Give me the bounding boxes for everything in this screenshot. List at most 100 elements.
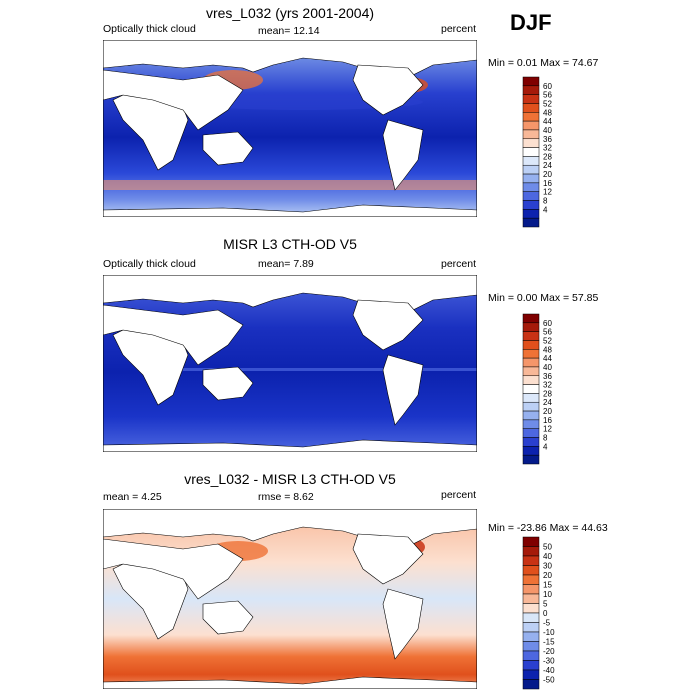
panel3-minmax: Min = -23.86 Max = 44.63 — [488, 522, 608, 534]
colorbar-tick-label: 44 — [543, 354, 552, 363]
colorbar-swatch — [522, 603, 540, 614]
panel3-center-label: rmse = 8.62 — [258, 491, 314, 503]
panel3-land — [103, 509, 477, 689]
colorbar-swatch — [522, 437, 540, 447]
colorbar-swatch — [522, 164, 540, 175]
colorbar-swatch — [522, 546, 540, 557]
panel2-map — [103, 275, 477, 452]
colorbar-tick-label: 28 — [543, 152, 552, 161]
panel1-right-label: percent — [441, 23, 477, 35]
colorbar-tick-label: 12 — [543, 425, 552, 434]
panel2-land — [103, 275, 477, 452]
colorbar-swatch — [522, 200, 540, 210]
colorbar-tick-label: 16 — [543, 179, 552, 188]
panel1-left-label: Optically thick cloud — [103, 23, 196, 35]
colorbar-swatch — [522, 156, 540, 166]
colorbar-tick-label: -50 — [543, 676, 555, 685]
colorbar-swatch — [522, 322, 540, 332]
colorbar-swatch — [522, 331, 540, 341]
panel3-right-label: percent — [441, 489, 477, 501]
panel3-left-label: mean = 4.25 — [103, 491, 162, 503]
panel2-title: MISR L3 CTH-OD V5 — [223, 236, 357, 252]
colorbar-tick-label: 36 — [543, 372, 552, 381]
colorbar-swatch — [522, 313, 540, 324]
colorbar-swatch — [522, 536, 540, 547]
colorbar-tick-label: 40 — [543, 126, 552, 135]
panel2-left-label: Optically thick cloud — [103, 258, 196, 270]
colorbar-swatch — [522, 209, 540, 219]
colorbar-swatch — [522, 593, 540, 604]
colorbar-tick-label: -40 — [543, 666, 555, 675]
colorbar-tick-label: 5 — [543, 600, 548, 609]
colorbar-swatch — [522, 349, 540, 359]
colorbar-swatch — [522, 138, 540, 148]
colorbar-swatch — [522, 85, 540, 95]
colorbar-tick-label: 4 — [543, 205, 548, 214]
colorbar-tick-label: 24 — [543, 398, 552, 407]
colorbar-tick-label: 8 — [543, 197, 548, 206]
colorbar-swatch — [522, 217, 540, 228]
colorbar-tick-label: 15 — [543, 581, 552, 590]
colorbar-swatch — [522, 340, 540, 350]
colorbar-tick-label: 24 — [543, 161, 552, 170]
colorbar-swatch — [522, 669, 540, 680]
colorbar-swatch — [522, 147, 540, 157]
colorbar-swatch — [522, 182, 540, 192]
colorbar-swatch — [522, 375, 540, 385]
colorbar-swatch — [522, 555, 540, 566]
colorbar-tick-label: 20 — [543, 170, 552, 179]
colorbar-swatch — [522, 622, 540, 633]
colorbar-tick-label: 40 — [543, 363, 552, 372]
colorbar-tick-label: 60 — [543, 319, 552, 328]
panel1-minmax: Min = 0.01 Max = 74.67 — [488, 57, 599, 69]
colorbar-swatch — [522, 454, 540, 465]
colorbar-tick-label: -15 — [543, 638, 555, 647]
colorbar-swatch — [522, 173, 540, 184]
colorbar-tick-label: 20 — [543, 407, 552, 416]
colorbar-tick-label: 8 — [543, 434, 548, 443]
colorbar-swatch — [522, 366, 540, 377]
colorbar-tick-label: 12 — [543, 188, 552, 197]
colorbar-swatch — [522, 191, 540, 201]
colorbar-tick-label: 16 — [543, 416, 552, 425]
panel1-southern-band — [103, 180, 477, 190]
colorbar-swatch — [522, 76, 540, 87]
panel3-title: vres_L032 - MISR L3 CTH-OD V5 — [184, 471, 396, 487]
panel1-title: vres_L032 (yrs 2001-2004) — [205, 5, 375, 21]
colorbar-swatch — [522, 584, 540, 595]
colorbar-swatch — [522, 641, 540, 652]
colorbar-swatch — [522, 679, 540, 690]
colorbar-swatch — [522, 631, 540, 642]
panel2-itcz-band — [143, 368, 477, 371]
colorbar-tick-label: -10 — [543, 628, 555, 637]
panel2-center-label: mean= 7.89 — [258, 258, 314, 270]
colorbar-tick-label: -5 — [543, 619, 551, 628]
colorbar-tick-label: 48 — [543, 108, 552, 117]
colorbar-tick-label: 32 — [543, 144, 552, 153]
colorbar-swatch — [522, 660, 540, 671]
colorbar-swatch — [522, 650, 540, 661]
colorbar-swatch — [522, 357, 540, 368]
colorbar-tick-label: 32 — [543, 381, 552, 390]
colorbar-swatch — [522, 446, 540, 456]
colorbar-swatch — [522, 129, 540, 140]
colorbar-swatch — [522, 112, 540, 122]
colorbar-tick-label: 48 — [543, 345, 552, 354]
season-label: DJF — [510, 10, 552, 35]
colorbar-swatch — [522, 419, 540, 429]
colorbar-tick-label: 0 — [543, 609, 548, 618]
colorbar-swatch — [522, 410, 540, 421]
colorbar-tick-label: 52 — [543, 99, 552, 108]
colorbar-tick-label: 56 — [543, 328, 552, 337]
colorbar-tick-label: 10 — [543, 590, 552, 599]
colorbar-swatch — [522, 574, 540, 585]
colorbar-tick-label: 30 — [543, 562, 552, 571]
colorbar-swatch — [522, 94, 540, 104]
panel2-minmax: Min = 0.00 Max = 57.85 — [488, 292, 599, 304]
colorbar-tick-label: 40 — [543, 552, 552, 561]
colorbar-swatch — [522, 428, 540, 438]
colorbar-tick-label: -20 — [543, 647, 555, 656]
